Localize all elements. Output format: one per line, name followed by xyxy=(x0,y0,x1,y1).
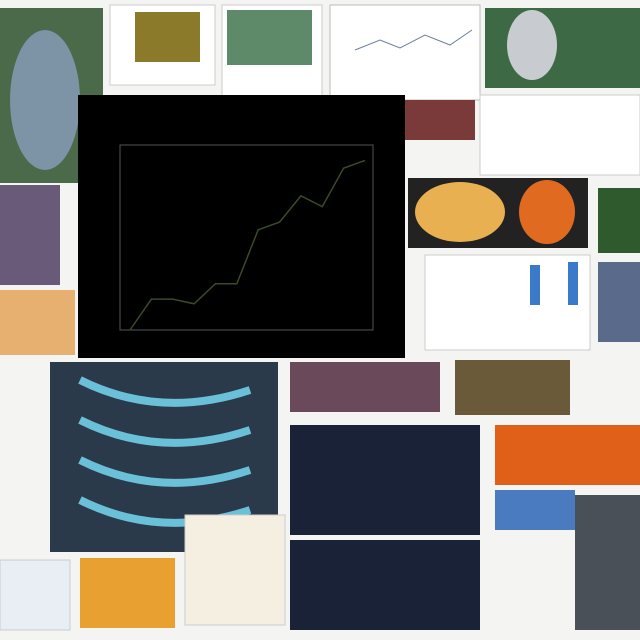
fruit-orange xyxy=(519,180,575,244)
octopus-photo xyxy=(575,495,640,630)
seed-photo xyxy=(455,360,570,415)
data-line xyxy=(129,159,366,331)
orange-flower xyxy=(0,290,75,355)
red-specimen xyxy=(405,100,475,140)
bar-deco xyxy=(568,262,578,305)
scatter-card xyxy=(184,514,286,626)
bar-card xyxy=(424,254,591,351)
purple-photo xyxy=(598,262,640,342)
organ-photo xyxy=(290,362,440,412)
bird-shape xyxy=(10,30,80,170)
graph-line xyxy=(354,29,473,51)
table-card xyxy=(0,559,71,631)
yellow-flower xyxy=(80,558,175,628)
plot-frame xyxy=(119,144,374,331)
liver-photo xyxy=(495,425,640,485)
bar-deco xyxy=(530,265,540,305)
spectro-panel xyxy=(290,425,480,535)
green-photo xyxy=(598,188,640,253)
graph-card xyxy=(329,4,481,101)
side-graph xyxy=(479,94,640,176)
fruit-yellow xyxy=(415,182,505,242)
specimen-shape xyxy=(507,10,557,80)
spectro-panel xyxy=(290,540,480,630)
plant-image xyxy=(135,12,200,62)
chart-panel xyxy=(78,95,405,358)
flower-card xyxy=(0,185,60,285)
ribcage-shape xyxy=(78,376,252,527)
map-photo xyxy=(495,490,575,530)
leaf-image xyxy=(227,10,312,65)
